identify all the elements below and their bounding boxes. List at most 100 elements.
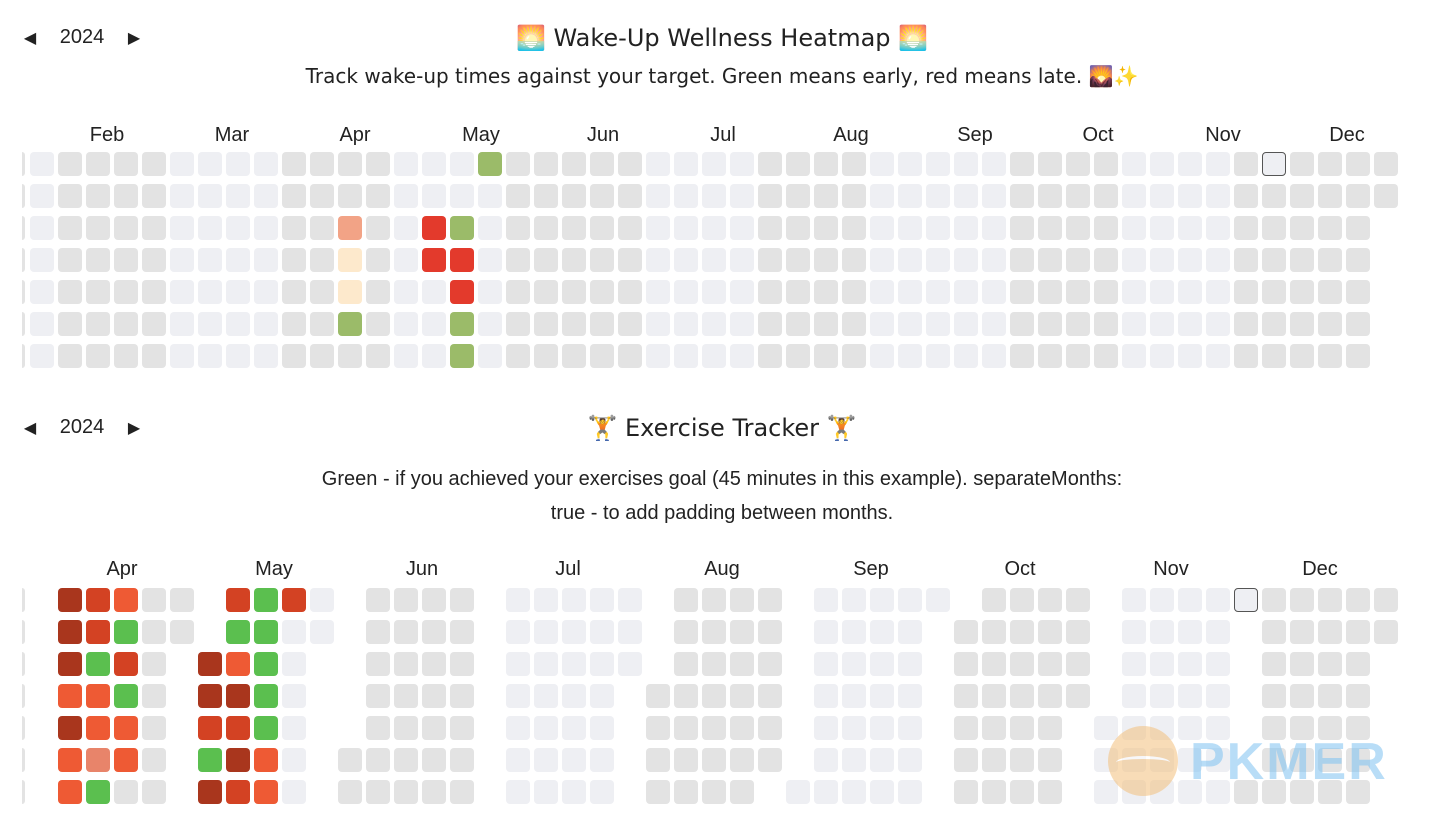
day-cell[interactable] [674,620,698,644]
day-cell[interactable] [1290,312,1314,336]
day-cell[interactable] [30,152,54,176]
day-cell[interactable] [562,216,586,240]
day-cell[interactable] [1346,748,1370,772]
day-cell[interactable] [1290,344,1314,368]
day-cell[interactable] [422,588,446,612]
day-cell[interactable] [198,216,222,240]
day-cell[interactable] [758,748,782,772]
day-cell[interactable] [982,588,1006,612]
day-cell[interactable] [618,652,642,676]
day-cell[interactable] [394,620,418,644]
day-cell[interactable] [226,344,250,368]
day-cell[interactable] [226,588,250,612]
day-cell[interactable] [1318,588,1342,612]
day-cell[interactable] [506,748,530,772]
day-cell[interactable] [366,344,390,368]
day-cell[interactable] [114,588,138,612]
day-cell[interactable] [394,652,418,676]
day-cell[interactable] [1318,216,1342,240]
day-cell[interactable] [58,588,82,612]
day-cell[interactable] [1234,152,1258,176]
day-cell[interactable] [394,216,418,240]
day-cell[interactable] [170,344,194,368]
day-cell[interactable] [1318,184,1342,208]
day-cell[interactable] [394,716,418,740]
day-cell[interactable] [1122,312,1146,336]
day-cell[interactable] [1262,716,1286,740]
day-cell[interactable] [310,280,334,304]
day-cell[interactable] [1038,344,1062,368]
day-cell[interactable] [870,780,894,804]
day-cell[interactable] [506,152,530,176]
day-cell[interactable] [702,312,726,336]
day-cell[interactable] [310,248,334,272]
day-cell[interactable] [1178,716,1202,740]
day-cell[interactable] [674,248,698,272]
day-cell[interactable] [1290,620,1314,644]
day-cell[interactable] [394,684,418,708]
day-cell[interactable] [1122,716,1146,740]
day-cell[interactable] [1346,620,1370,644]
day-cell[interactable] [1262,184,1286,208]
day-cell[interactable] [1066,620,1090,644]
day-cell[interactable] [170,216,194,240]
day-cell[interactable] [1010,652,1034,676]
day-cell[interactable] [1094,280,1118,304]
day-cell[interactable] [226,780,250,804]
day-cell[interactable] [730,652,754,676]
day-cell[interactable] [1346,780,1370,804]
day-cell[interactable] [254,152,278,176]
day-cell[interactable] [310,620,334,644]
day-cell[interactable] [1206,216,1230,240]
day-cell[interactable] [814,620,838,644]
day-cell[interactable] [870,312,894,336]
day-cell[interactable] [562,684,586,708]
day-cell[interactable] [114,312,138,336]
day-cell[interactable] [170,152,194,176]
day-cell[interactable] [590,588,614,612]
day-cell[interactable] [758,652,782,676]
day-cell[interactable] [674,280,698,304]
day-cell[interactable] [590,248,614,272]
day-cell[interactable] [1318,620,1342,644]
day-cell[interactable] [142,716,166,740]
day-cell[interactable] [142,652,166,676]
day-cell[interactable] [1122,344,1146,368]
day-cell[interactable] [254,312,278,336]
day-cell[interactable] [1262,312,1286,336]
day-cell[interactable] [282,280,306,304]
day-cell[interactable] [534,652,558,676]
day-cell[interactable] [142,780,166,804]
day-cell[interactable] [58,280,82,304]
day-cell[interactable] [450,248,474,272]
day-cell[interactable] [898,248,922,272]
day-cell[interactable] [842,652,866,676]
day-cell[interactable] [1122,620,1146,644]
day-cell[interactable] [198,280,222,304]
day-cell[interactable] [618,620,642,644]
day-cell[interactable] [1038,312,1062,336]
day-cell[interactable] [1206,184,1230,208]
day-cell[interactable] [1234,216,1258,240]
day-cell[interactable] [422,248,446,272]
day-cell[interactable] [730,748,754,772]
day-cell[interactable] [310,216,334,240]
day-cell[interactable] [590,216,614,240]
day-cell[interactable] [982,280,1006,304]
day-cell[interactable] [1178,652,1202,676]
day-cell[interactable] [646,248,670,272]
day-cell[interactable] [422,280,446,304]
day-cell[interactable] [702,280,726,304]
day-cell[interactable] [982,748,1006,772]
day-cell[interactable] [282,152,306,176]
day-cell[interactable] [1318,280,1342,304]
day-cell[interactable] [1178,152,1202,176]
day-cell[interactable] [58,152,82,176]
day-cell[interactable] [86,216,110,240]
day-cell[interactable] [562,652,586,676]
day-cell[interactable] [926,184,950,208]
day-cell[interactable] [870,248,894,272]
day-cell[interactable] [898,780,922,804]
day-cell[interactable] [1178,344,1202,368]
day-cell[interactable] [534,248,558,272]
